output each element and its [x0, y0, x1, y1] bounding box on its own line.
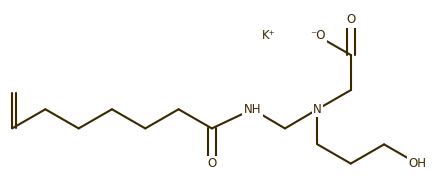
- Text: K⁺: K⁺: [262, 29, 275, 42]
- Text: O: O: [346, 13, 356, 26]
- Text: O: O: [207, 157, 216, 170]
- Text: N: N: [313, 103, 322, 116]
- Text: ⁻O: ⁻O: [310, 29, 325, 42]
- Text: OH: OH: [408, 157, 426, 170]
- Text: NH: NH: [244, 103, 261, 116]
